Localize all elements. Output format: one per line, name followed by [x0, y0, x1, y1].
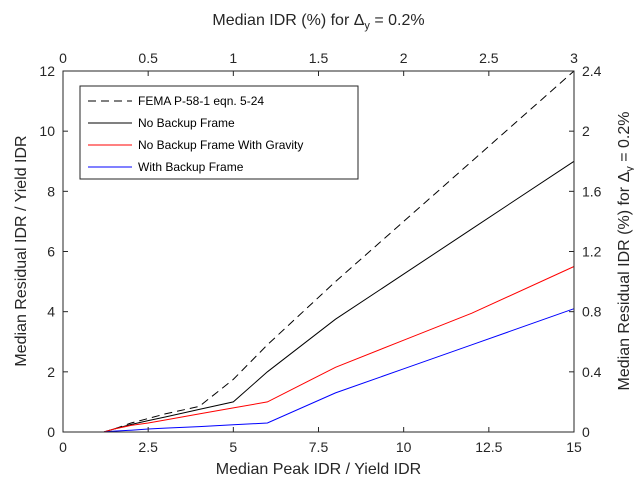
y-tick-label: 6: [47, 244, 55, 260]
x-axis-title: Median Peak IDR / Yield IDR: [216, 461, 421, 478]
right-axis-title-prefix: Median Residual IDR (%) for: [616, 182, 633, 390]
right-axis-title-sub: y: [624, 166, 634, 172]
series-layer: [63, 70, 575, 433]
top-axis-title-suffix: = 0.2%: [370, 12, 425, 29]
right-tick-label: 2.4: [582, 63, 602, 79]
right-tick-label: 0.8: [582, 304, 602, 320]
right-tick-label: 1.6: [582, 183, 602, 199]
y-tick-label: 2: [47, 364, 55, 380]
series-line-2: [63, 266, 575, 433]
y-tick-label: 4: [47, 304, 55, 320]
top-tick-label: 1: [229, 50, 237, 66]
legend-label-0: FEMA P-58-1 eqn. 5-24: [138, 94, 264, 108]
right-tick-label: 1.2: [582, 244, 602, 260]
top-tick-label: 2: [400, 50, 408, 66]
x-tick-label: 12.5: [475, 439, 502, 455]
ticks-layer: 0 2.5 5 7.5 10 12.5 150 0.5 1 1.5 2 2.5 302468101200…: [39, 50, 601, 455]
top-axis-title-prefix: Median IDR (%) for: [212, 12, 353, 29]
right-axis-title-symbol: Δ: [616, 171, 633, 182]
y-axis-title: Median Residual IDR / Yield IDR: [13, 135, 30, 366]
top-tick-label: 1.5: [309, 50, 329, 66]
right-tick-label: 0: [582, 424, 590, 440]
y-tick-label: 8: [47, 183, 55, 199]
top-tick-label: 3: [570, 50, 578, 66]
top-tick-label: 2.5: [479, 50, 499, 66]
x-tick-label: 7.5: [309, 439, 329, 455]
top-tick-label: 0.5: [138, 50, 158, 66]
y-tick-label: 10: [39, 123, 55, 139]
x-tick-label: 15: [566, 439, 582, 455]
series-line-3: [63, 308, 575, 433]
legend-label-1: No Backup Frame: [138, 116, 235, 130]
legend: FEMA P-58-1 eqn. 5-24 No Backup Frame No B…: [79, 85, 359, 180]
right-tick-label: 2: [582, 123, 590, 139]
x-tick-label: 5: [229, 439, 237, 455]
y-tick-label: 12: [39, 63, 55, 79]
top-tick-label: 0: [59, 50, 67, 66]
x-tick-label: 2.5: [138, 439, 158, 455]
y-tick-label: 0: [47, 424, 55, 440]
top-axis-title-sub: y: [364, 20, 370, 32]
legend-box: [79, 85, 359, 180]
top-axis-title: Median IDR (%) for Δy = 0.2%: [212, 12, 424, 32]
x-tick-label: 0: [59, 439, 67, 455]
right-axis-title-suffix: = 0.2%: [616, 112, 633, 167]
legend-entries: FEMA P-58-1 eqn. 5-24 No Backup Frame No B…: [88, 94, 303, 174]
right-tick-label: 0.4: [582, 364, 602, 380]
x-tick-label: 10: [396, 439, 412, 455]
legend-label-2: No Backup Frame With Gravity: [138, 138, 303, 152]
legend-label-3: With Backup Frame: [138, 160, 244, 174]
top-axis-title-symbol: Δ: [354, 12, 365, 29]
right-axis-title: Median Residual IDR (%) for Δy = 0.2%: [616, 112, 634, 391]
